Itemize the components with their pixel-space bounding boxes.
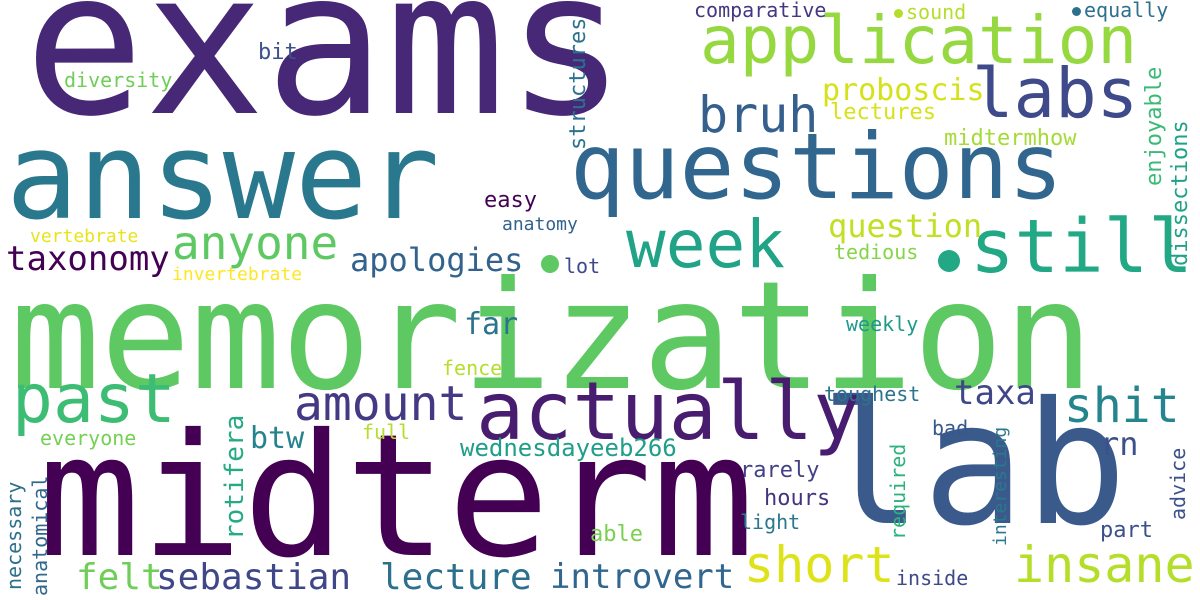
word-amount: amount	[294, 376, 468, 432]
word-week: week	[626, 206, 785, 283]
word-exams: exams	[24, 0, 627, 161]
word-full: full	[362, 420, 411, 444]
word-answer: answer	[6, 108, 440, 247]
word-invertebrate: invertebrate	[172, 264, 303, 285]
word-interesting: interesting	[990, 426, 1011, 546]
word-insane: insane	[1014, 536, 1195, 594]
word-bruh: bruh	[698, 86, 819, 144]
word-wednesdayeeb266: wednesdayeeb266	[460, 434, 677, 462]
word-felt: felt	[76, 557, 163, 598]
word-tedious: tedious	[834, 240, 919, 264]
word-labs: labs	[972, 54, 1139, 134]
word-lot: lot	[564, 254, 601, 278]
word-hours: hours	[764, 486, 831, 511]
word-questions: questions	[570, 115, 1064, 220]
word-vertebrate: vertebrate	[30, 226, 139, 247]
word-application: application	[700, 2, 1138, 79]
word-past: past	[12, 360, 176, 439]
word-rn: rn	[1100, 425, 1139, 463]
word-btw: btw	[250, 421, 305, 456]
word-bit: bit	[258, 40, 298, 65]
word-anatomy: anatomy	[502, 214, 578, 235]
word-taxonomy: taxonomy	[6, 239, 170, 279]
word-required: required	[886, 443, 910, 540]
word-advice: advice	[1166, 447, 1190, 520]
stray-dot	[894, 9, 903, 18]
word-actually: actually	[476, 365, 862, 458]
word-comparative: comparative	[694, 0, 827, 22]
word-lectures: lectures	[830, 100, 936, 125]
word-equally: equally	[1084, 0, 1169, 22]
word-easy: easy	[484, 188, 537, 213]
word-apologies: apologies	[350, 241, 524, 279]
word-lab: lab	[820, 366, 1128, 564]
word-fence: fence	[442, 356, 503, 380]
word-enjoyable: enjoyable	[1142, 66, 1167, 186]
word-midterm: midterm	[38, 398, 755, 596]
word-memorization: memorization	[10, 250, 1094, 424]
word-necessary: necessary	[2, 481, 26, 590]
word-introvert: introvert	[550, 557, 735, 597]
word-part: part	[1100, 518, 1153, 543]
word-light: light	[740, 510, 801, 534]
word-far: far	[464, 307, 519, 342]
word-taxa: taxa	[954, 373, 1036, 413]
stray-dot	[1072, 7, 1081, 16]
word-weekly: weekly	[846, 312, 919, 336]
stray-dot	[541, 255, 559, 273]
word-proboscis: proboscis	[822, 73, 985, 108]
stray-dot	[938, 250, 960, 272]
word-bad: bad	[932, 416, 969, 440]
word-question: question	[828, 207, 983, 245]
word-midtermhow: midtermhow	[944, 126, 1077, 151]
word-structures: structures	[566, 17, 591, 150]
word-rarely: rarely	[740, 458, 820, 483]
word-able: able	[590, 522, 643, 547]
word-short: short	[744, 536, 895, 594]
word-toughest: toughest	[824, 382, 921, 406]
word-lecture: lecture	[380, 557, 532, 598]
word-rotifera: rotifera	[220, 414, 250, 540]
word-anatomical: anatomical	[28, 475, 52, 596]
word-shit: shit	[1064, 378, 1180, 434]
word-anyone: anyone	[172, 216, 339, 270]
word-everyone: everyone	[40, 426, 137, 450]
word-still: still	[970, 204, 1193, 290]
word-sebastian: sebastian	[156, 557, 352, 598]
word-sound: sound	[906, 0, 967, 24]
word-diversity: diversity	[64, 68, 173, 92]
word-inside: inside	[896, 566, 969, 590]
word-dissections: dissections	[1168, 120, 1193, 266]
